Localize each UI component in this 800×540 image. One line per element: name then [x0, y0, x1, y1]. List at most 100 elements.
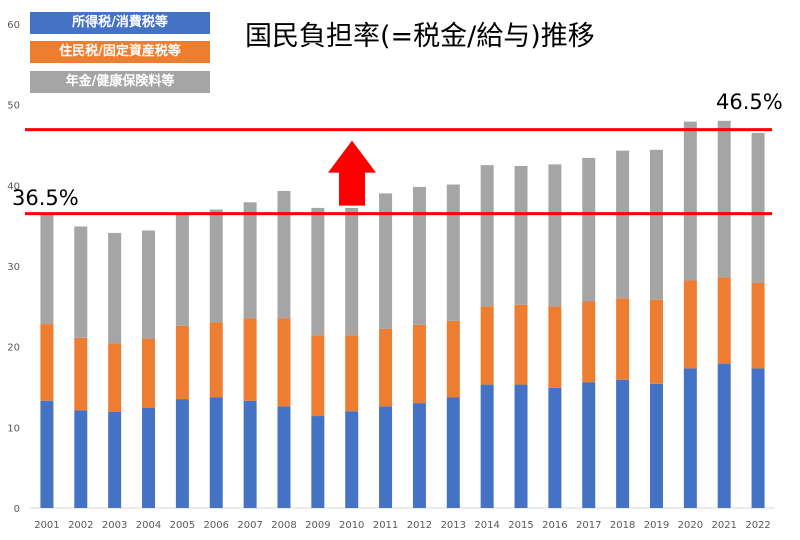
- x-tick-label: 2011: [373, 520, 398, 531]
- bar-segment-pension: [446, 184, 460, 321]
- x-tick-label: 2004: [136, 520, 161, 531]
- bar-segment-pension: [243, 202, 257, 319]
- bar-segment-pension: [649, 149, 663, 300]
- legend-label-resident-tax: 住民税/固定資産税等: [59, 44, 181, 59]
- bar-segment-resident-tax: [142, 338, 156, 408]
- x-tick-label: 2009: [305, 520, 330, 531]
- x-tick-label: 2003: [102, 520, 127, 531]
- up-arrow-icon: [328, 140, 376, 206]
- bar-segment-pension: [548, 164, 562, 307]
- bar-segment-income-tax: [345, 411, 359, 508]
- bar-segment-pension: [175, 214, 189, 326]
- x-tick-label: 2005: [170, 520, 195, 531]
- x-tick-label: 2010: [339, 520, 364, 531]
- bar-segment-resident-tax: [751, 282, 765, 369]
- bar-segment-income-tax: [175, 399, 189, 508]
- x-tick-label: 2006: [204, 520, 229, 531]
- bar-segment-pension: [514, 165, 528, 305]
- x-tick-label: 2002: [68, 520, 93, 531]
- x-tick-label: 2019: [644, 520, 669, 531]
- legend-item-pension: 年金/健康保険料等: [30, 71, 210, 93]
- bar-segment-pension: [379, 193, 393, 329]
- bar-segment-income-tax: [683, 368, 697, 508]
- bar-segment-pension: [345, 207, 359, 336]
- bar-segment-resident-tax: [616, 298, 630, 380]
- bar-segment-income-tax: [717, 363, 731, 508]
- bar-segment-resident-tax: [514, 304, 528, 385]
- bar-segment-income-tax: [480, 384, 494, 508]
- bar-segment-resident-tax: [548, 306, 562, 388]
- x-tick-label: 2001: [34, 520, 59, 531]
- x-tick-label: 2020: [678, 520, 703, 531]
- bar-segment-pension: [277, 190, 291, 319]
- bar-segment-income-tax: [446, 397, 460, 508]
- x-tick-label: 2018: [610, 520, 635, 531]
- bar-segment-resident-tax: [277, 318, 291, 407]
- bar-segment-resident-tax: [209, 322, 223, 398]
- bar-segment-income-tax: [751, 368, 765, 508]
- bar-segment-income-tax: [74, 410, 88, 508]
- bar-segment-income-tax: [616, 379, 630, 508]
- bar-segment-resident-tax: [175, 325, 189, 400]
- x-tick-label: 2012: [407, 520, 432, 531]
- legend-label-income-tax: 所得税/消費税等: [72, 15, 168, 30]
- bar-segment-pension: [751, 132, 765, 283]
- x-tick-label: 2013: [441, 520, 466, 531]
- bar-segment-resident-tax: [480, 306, 494, 385]
- y-tick-label: 20: [7, 343, 20, 354]
- y-tick-label: 50: [7, 101, 20, 112]
- bar-segment-pension: [616, 150, 630, 299]
- bar-segment-resident-tax: [311, 335, 325, 417]
- bar-segment-pension: [209, 209, 223, 323]
- x-tick-label: 2016: [542, 520, 567, 531]
- chart-title: 国民負担率(=税金/給与)推移: [245, 21, 595, 52]
- bar-segment-income-tax: [209, 397, 223, 508]
- bar-segment-resident-tax: [74, 337, 88, 411]
- bar-segment-resident-tax: [582, 301, 596, 383]
- bar-segment-pension: [683, 121, 697, 281]
- bar-segment-income-tax: [277, 406, 291, 508]
- legend-label-pension: 年金/健康保険料等: [65, 74, 175, 89]
- bar-segment-income-tax: [649, 383, 663, 508]
- bar-segment-pension: [582, 157, 596, 302]
- bar-segment-income-tax: [514, 384, 528, 508]
- bar-segment-income-tax: [142, 407, 156, 508]
- bar-segment-resident-tax: [717, 277, 731, 364]
- x-tick-label: 2017: [576, 520, 601, 531]
- legend-item-income-tax: 所得税/消費税等: [30, 12, 210, 34]
- bar-segment-resident-tax: [40, 324, 54, 401]
- bar-segment-income-tax: [412, 403, 426, 508]
- bar-segment-resident-tax: [412, 324, 426, 404]
- y-tick-label: 30: [7, 262, 20, 273]
- bar-segment-income-tax: [379, 406, 393, 508]
- bar-segment-resident-tax: [683, 280, 697, 369]
- bar-segment-income-tax: [40, 400, 54, 508]
- y-tick-label: 40: [7, 181, 20, 192]
- reference-label-high: 46.5%: [716, 90, 783, 114]
- x-tick-label: 2021: [711, 520, 736, 531]
- bar-segment-pension: [717, 120, 731, 278]
- bar-segment-income-tax: [108, 412, 122, 508]
- bar-segment-pension: [74, 226, 88, 338]
- y-tick-label: 0: [14, 504, 20, 515]
- bar-segment-resident-tax: [243, 318, 257, 401]
- bar-segment-income-tax: [311, 416, 325, 508]
- x-tick-label: 2015: [508, 520, 533, 531]
- bar-segment-resident-tax: [649, 299, 663, 384]
- bar-segment-pension: [40, 213, 54, 325]
- legend-item-resident-tax: 住民税/固定資産税等: [30, 41, 210, 63]
- bar-segment-income-tax: [243, 400, 257, 508]
- x-tick-label: 2007: [237, 520, 262, 531]
- bar-segment-resident-tax: [446, 320, 460, 398]
- bar-segment-income-tax: [548, 387, 562, 508]
- bar-segment-pension: [311, 207, 325, 336]
- bar-segment-income-tax: [582, 382, 596, 508]
- y-tick-label: 60: [7, 20, 20, 31]
- bar-segment-resident-tax: [345, 335, 359, 412]
- y-tick-label: 10: [7, 423, 20, 434]
- x-tick-label: 2008: [271, 520, 296, 531]
- bar-segment-pension: [142, 230, 156, 339]
- bar-segment-resident-tax: [108, 343, 122, 413]
- bar-segment-pension: [480, 165, 494, 307]
